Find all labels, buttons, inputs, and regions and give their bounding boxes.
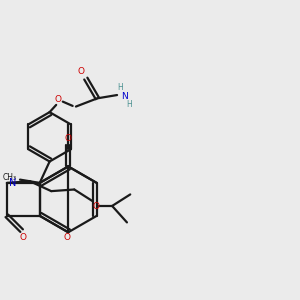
Text: O: O — [92, 202, 99, 211]
Text: CH₃: CH₃ — [3, 173, 17, 182]
Text: O: O — [65, 134, 72, 143]
Text: O: O — [63, 233, 70, 242]
Text: O: O — [77, 68, 84, 76]
Text: N: N — [9, 178, 16, 188]
Text: O: O — [54, 95, 61, 104]
Text: O: O — [20, 233, 27, 242]
Text: N: N — [121, 92, 128, 101]
Text: H: H — [117, 83, 123, 92]
Text: H: H — [127, 100, 133, 109]
